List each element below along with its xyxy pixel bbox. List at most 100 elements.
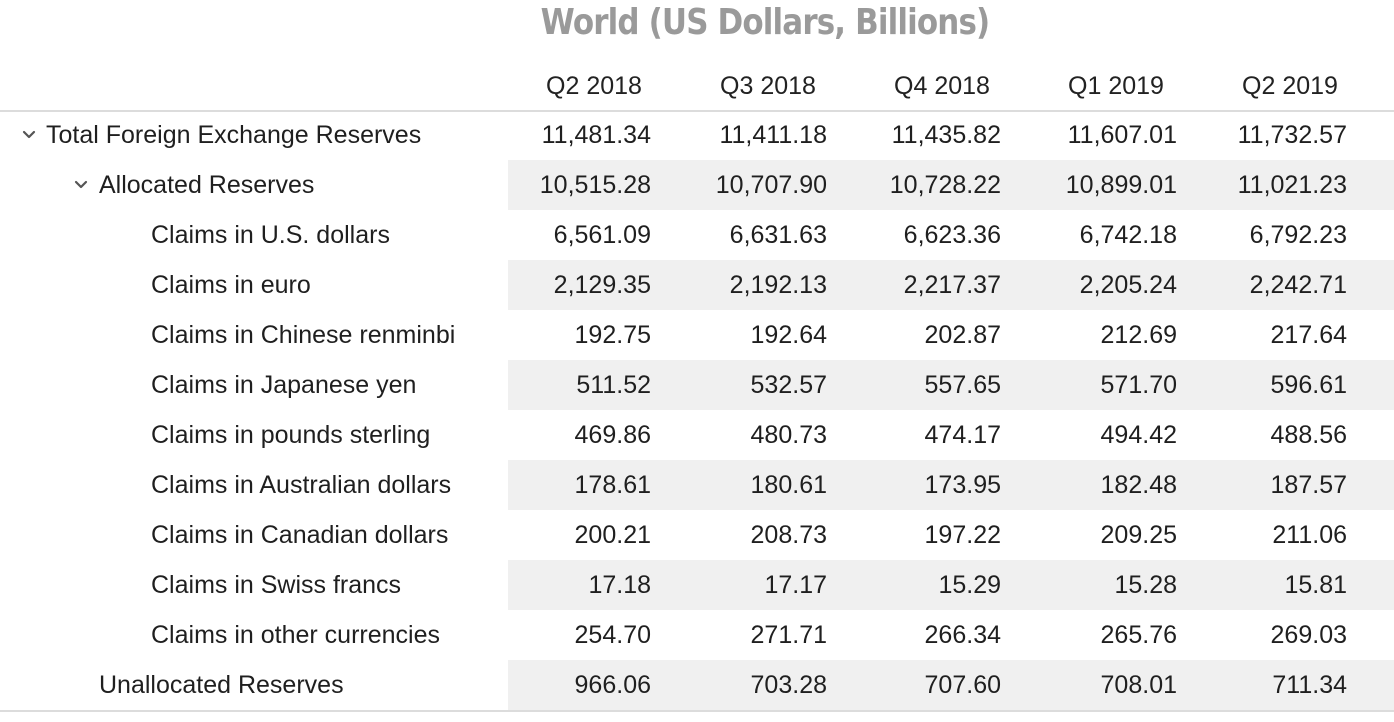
- value-cell: 2,192.13: [729, 271, 827, 299]
- value-cell: 11,411.18: [719, 121, 827, 149]
- value-cell: 10,707.90: [715, 171, 827, 199]
- value-cell: 15.28: [1114, 571, 1177, 599]
- value-cell: 200.21: [574, 521, 651, 549]
- table-row[interactable]: Claims in euro 2,129.35 2,192.13 2,217.37 2,…: [0, 260, 1394, 310]
- value-cell: 488.56: [1270, 421, 1347, 449]
- value-cell: 10,728.22: [889, 171, 1001, 199]
- value-cell: 966.06: [574, 671, 651, 699]
- value-cell: 211.06: [1272, 521, 1347, 549]
- row-label: Claims in other currencies: [151, 621, 440, 649]
- column-header-row: Q2 2018 Q3 2018 Q4 2018 Q1 2019 Q2 2019: [0, 62, 1394, 112]
- table-bottom-rule: [0, 710, 1394, 712]
- value-cell: 192.75: [574, 321, 651, 349]
- value-cell: 10,899.01: [1065, 171, 1177, 199]
- row-label: Claims in Canadian dollars: [151, 521, 449, 549]
- table-row[interactable]: Claims in Canadian dollars 200.21 208.73 19…: [0, 510, 1394, 560]
- value-cell: 17.18: [588, 571, 651, 599]
- value-cell: 265.76: [1100, 621, 1177, 649]
- value-cell: 2,129.35: [553, 271, 651, 299]
- value-cell: 11,481.34: [541, 121, 651, 149]
- chevron-down-icon[interactable]: [73, 177, 89, 193]
- value-cell: 178.61: [574, 471, 651, 499]
- row-label: Unallocated Reserves: [99, 671, 344, 699]
- row-stripe: [508, 160, 1394, 210]
- value-cell: 15.81: [1284, 571, 1347, 599]
- value-cell: 6,631.63: [729, 221, 827, 249]
- page-title: World (US Dollars, Billions): [540, 2, 991, 43]
- table-row[interactable]: Claims in U.S. dollars 6,561.09 6,631.63 6,…: [0, 210, 1394, 260]
- value-cell: 209.25: [1100, 521, 1177, 549]
- value-cell: 571.70: [1100, 371, 1177, 399]
- value-cell: 2,242.71: [1249, 271, 1347, 299]
- value-cell: 254.70: [574, 621, 651, 649]
- table-row[interactable]: Claims in pounds sterling 469.86 480.73 474…: [0, 410, 1394, 460]
- column-header[interactable]: Q2 2019: [1242, 72, 1338, 100]
- row-stripe: [508, 460, 1394, 510]
- table-row[interactable]: Claims in Swiss francs 17.18 17.17 15.29 15.…: [0, 560, 1394, 610]
- row-label: Claims in Japanese yen: [151, 371, 417, 399]
- table-row[interactable]: Claims in other currencies 254.70 271.71 26…: [0, 610, 1394, 660]
- value-cell: 212.69: [1100, 321, 1177, 349]
- value-cell: 707.60: [924, 671, 1001, 699]
- table-row[interactable]: Claims in Chinese renminbi 192.75 192.64 20…: [0, 310, 1394, 360]
- value-cell: 6,623.36: [903, 221, 1001, 249]
- value-cell: 708.01: [1100, 671, 1177, 699]
- value-cell: 180.61: [750, 471, 827, 499]
- value-cell: 11,021.23: [1237, 171, 1347, 199]
- row-label: Claims in U.S. dollars: [151, 221, 390, 249]
- row-stripe: [508, 360, 1394, 410]
- table-row[interactable]: Unallocated Reserves 966.06 703.28 707.60 70…: [0, 660, 1394, 710]
- value-cell: 173.95: [924, 471, 1001, 499]
- table-row[interactable]: Total Foreign Exchange Reserves 11,481.34…: [0, 110, 1394, 160]
- value-cell: 10,515.28: [539, 171, 651, 199]
- value-cell: 11,607.01: [1067, 121, 1177, 149]
- row-label: Allocated Reserves: [99, 171, 315, 199]
- table-row[interactable]: Allocated Reserves 10,515.28 10,707.90 10,7…: [0, 160, 1394, 210]
- value-cell: 2,205.24: [1079, 271, 1177, 299]
- column-header[interactable]: Q3 2018: [720, 72, 816, 100]
- value-cell: 266.34: [924, 621, 1001, 649]
- row-label: Claims in euro: [151, 271, 311, 299]
- value-cell: 532.57: [750, 371, 827, 399]
- value-cell: 202.87: [924, 321, 1001, 349]
- value-cell: 208.73: [750, 521, 827, 549]
- row-label: Claims in Australian dollars: [151, 471, 452, 499]
- value-cell: 17.17: [764, 571, 827, 599]
- value-cell: 6,742.18: [1079, 221, 1177, 249]
- value-cell: 596.61: [1270, 371, 1347, 399]
- column-header[interactable]: Q2 2018: [546, 72, 642, 100]
- value-cell: 271.71: [750, 621, 827, 649]
- value-cell: 511.52: [576, 371, 651, 399]
- value-cell: 182.48: [1100, 471, 1177, 499]
- value-cell: 711.34: [1272, 671, 1347, 699]
- value-cell: 469.86: [574, 421, 651, 449]
- row-label: Claims in Swiss francs: [151, 571, 402, 599]
- table-row[interactable]: Claims in Japanese yen 511.52 532.57 557.65…: [0, 360, 1394, 410]
- row-stripe: [508, 260, 1394, 310]
- value-cell: 703.28: [750, 671, 827, 699]
- row-label: Claims in pounds sterling: [151, 421, 431, 449]
- chevron-down-icon[interactable]: [21, 127, 37, 143]
- value-cell: 192.64: [750, 321, 827, 349]
- value-cell: 11,435.82: [891, 121, 1001, 149]
- value-cell: 2,217.37: [903, 271, 1001, 299]
- value-cell: 6,792.23: [1249, 221, 1347, 249]
- table-row[interactable]: Claims in Australian dollars 178.61 180.61…: [0, 460, 1394, 510]
- value-cell: 6,561.09: [553, 221, 651, 249]
- column-header[interactable]: Q4 2018: [894, 72, 990, 100]
- value-cell: 197.22: [924, 521, 1001, 549]
- row-label: Claims in Chinese renminbi: [151, 321, 456, 349]
- value-cell: 480.73: [750, 421, 827, 449]
- column-header[interactable]: Q1 2019: [1068, 72, 1164, 100]
- value-cell: 269.03: [1270, 621, 1347, 649]
- row-stripe: [508, 560, 1394, 610]
- value-cell: 11,732.57: [1237, 121, 1347, 149]
- row-stripe: [508, 660, 1394, 710]
- row-label: Total Foreign Exchange Reserves: [46, 121, 422, 149]
- value-cell: 557.65: [924, 371, 1001, 399]
- value-cell: 217.64: [1270, 321, 1347, 349]
- table-body: Total Foreign Exchange Reserves 11,481.34…: [0, 110, 1394, 710]
- value-cell: 15.29: [938, 571, 1001, 599]
- value-cell: 187.57: [1270, 471, 1347, 499]
